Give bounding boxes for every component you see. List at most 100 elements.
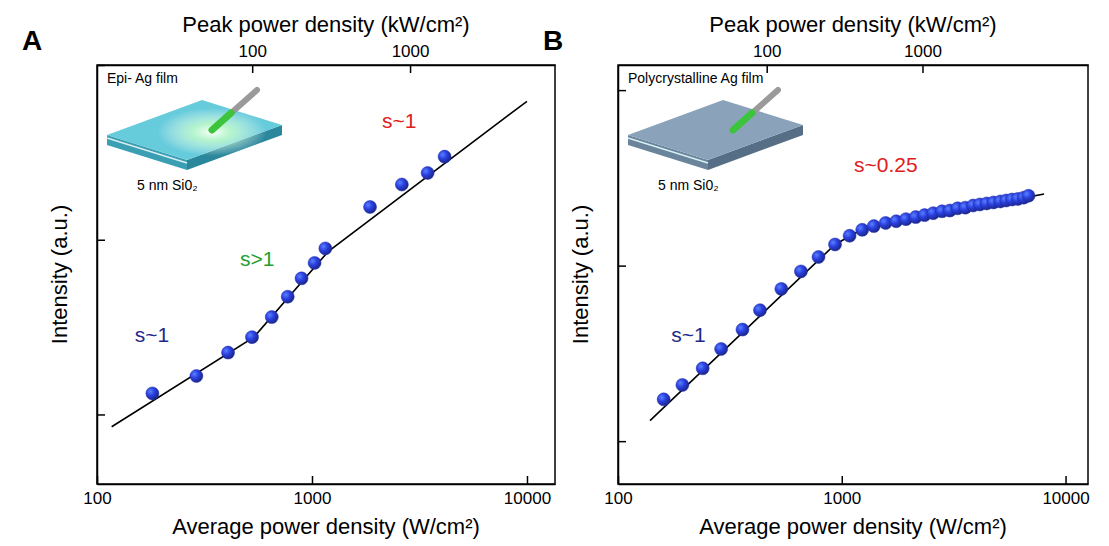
data-point bbox=[395, 178, 408, 191]
data-point bbox=[421, 166, 434, 179]
tick: 100 bbox=[753, 42, 781, 73]
tick-mark bbox=[842, 476, 844, 484]
panel: Epi- Ag film 5 nm Si0₂ 100 1000 10000 100 1000… bbox=[22, 12, 556, 539]
inset-fiber-tip bbox=[212, 113, 231, 130]
data-point bbox=[794, 265, 807, 278]
data-point bbox=[715, 342, 728, 355]
tick-mark bbox=[922, 65, 924, 73]
panel: Polycrystalline Ag film5 nm Si0₂10010001… bbox=[543, 12, 1090, 539]
axis-line bbox=[618, 66, 620, 485]
x2-axis-title: Peak power density (kW/cm²) bbox=[182, 12, 469, 37]
axis-line bbox=[619, 484, 1089, 486]
annotation: s~1 bbox=[671, 323, 705, 346]
axis bbox=[618, 66, 626, 485]
inset-slab-top bbox=[628, 100, 803, 160]
plot-area bbox=[112, 101, 527, 427]
tick bbox=[618, 266, 626, 267]
data-point bbox=[281, 290, 294, 303]
tick bbox=[97, 65, 105, 66]
tick bbox=[97, 240, 105, 241]
axis: 100 1000 10000 bbox=[83, 476, 555, 508]
chart-root: Epi- Ag film 5 nm Si0₂ 100 1000 10000 100 1000… bbox=[0, 0, 1109, 546]
plot-frame bbox=[97, 65, 555, 484]
tick: 10000 bbox=[1042, 476, 1089, 508]
inset-label: Polycrystalline Ag film bbox=[628, 70, 763, 86]
tick bbox=[618, 441, 626, 442]
inset-glow bbox=[157, 108, 267, 156]
data-point bbox=[222, 346, 235, 359]
data-point bbox=[843, 229, 856, 242]
tick: 1000 bbox=[823, 476, 861, 508]
tick-mark bbox=[97, 414, 105, 416]
inset-label: Epi- Ag film bbox=[107, 70, 178, 86]
data-point bbox=[867, 220, 880, 233]
tick-mark bbox=[1065, 476, 1067, 484]
tick-label: 1000 bbox=[392, 42, 430, 61]
data-point bbox=[829, 238, 842, 251]
data-point bbox=[246, 331, 259, 344]
tick-mark bbox=[410, 65, 412, 73]
inset-fiber-tip bbox=[733, 113, 752, 130]
inset-label: 5 nm Si0₂ bbox=[658, 177, 719, 193]
data-point bbox=[1022, 189, 1035, 202]
inset-layer bbox=[628, 138, 708, 163]
inset-slab-top bbox=[107, 100, 282, 160]
fit-line bbox=[112, 101, 527, 427]
y-axis-title: Intensity (a.u.) bbox=[568, 205, 593, 344]
data-point bbox=[657, 393, 670, 406]
tick-mark bbox=[252, 65, 254, 73]
inset-label: 5 nm Si0₂ bbox=[137, 177, 198, 193]
data-point bbox=[736, 323, 749, 336]
tick-mark bbox=[618, 441, 626, 443]
axis: 100 1000 bbox=[619, 42, 1089, 73]
data-point bbox=[295, 272, 308, 285]
data-point bbox=[753, 304, 766, 317]
annotation: s~1 bbox=[382, 109, 416, 132]
tick-label: 10000 bbox=[1042, 489, 1089, 508]
inset: Epi- Ag film 5 nm Si0₂ bbox=[107, 70, 282, 193]
axis bbox=[97, 66, 105, 485]
annotation: s>1 bbox=[240, 247, 274, 270]
axis-line bbox=[97, 66, 99, 485]
data-point bbox=[308, 256, 321, 269]
axis-line bbox=[98, 484, 556, 486]
tick-mark bbox=[312, 476, 314, 484]
tick-label: 100 bbox=[83, 489, 111, 508]
data-point bbox=[856, 223, 869, 236]
tick-label: 10000 bbox=[504, 489, 551, 508]
tick: 1000 bbox=[904, 42, 942, 73]
tick-label: 100 bbox=[753, 42, 781, 61]
tick-label: 100 bbox=[239, 42, 267, 61]
axis: 100 1000 10000 bbox=[604, 476, 1089, 508]
tick-label: 1000 bbox=[904, 42, 942, 61]
inset-fiber bbox=[212, 90, 257, 130]
tick-label: 1000 bbox=[823, 489, 861, 508]
panel-letter: B bbox=[543, 25, 563, 56]
tick bbox=[618, 90, 626, 91]
tick-mark bbox=[766, 65, 768, 73]
panel-letter: A bbox=[22, 25, 42, 56]
data-point bbox=[775, 282, 788, 295]
data-point bbox=[364, 200, 377, 213]
x-axis-title: Average power density (W/cm²) bbox=[172, 514, 480, 539]
tick bbox=[97, 414, 105, 415]
axis-line bbox=[98, 65, 556, 67]
tick: 1000 bbox=[392, 42, 430, 73]
tick-label: 100 bbox=[604, 489, 632, 508]
tick-mark bbox=[527, 476, 529, 484]
annotation: s~0.25 bbox=[854, 153, 918, 176]
x-axis-title: Average power density (W/cm²) bbox=[699, 514, 1007, 539]
tick-label: 1000 bbox=[294, 489, 332, 508]
tick-mark bbox=[618, 265, 626, 267]
tick-mark bbox=[618, 90, 626, 92]
tick: 100 bbox=[239, 42, 267, 73]
data-point bbox=[319, 242, 332, 255]
axis-line bbox=[619, 65, 1089, 67]
y-axis-title: Intensity (a.u.) bbox=[47, 205, 72, 344]
tick-mark bbox=[97, 239, 105, 241]
annotation: s~1 bbox=[135, 323, 169, 346]
data-point bbox=[812, 250, 825, 263]
data-point bbox=[676, 378, 689, 391]
data-point bbox=[696, 362, 709, 375]
inset-fiber bbox=[733, 90, 778, 130]
